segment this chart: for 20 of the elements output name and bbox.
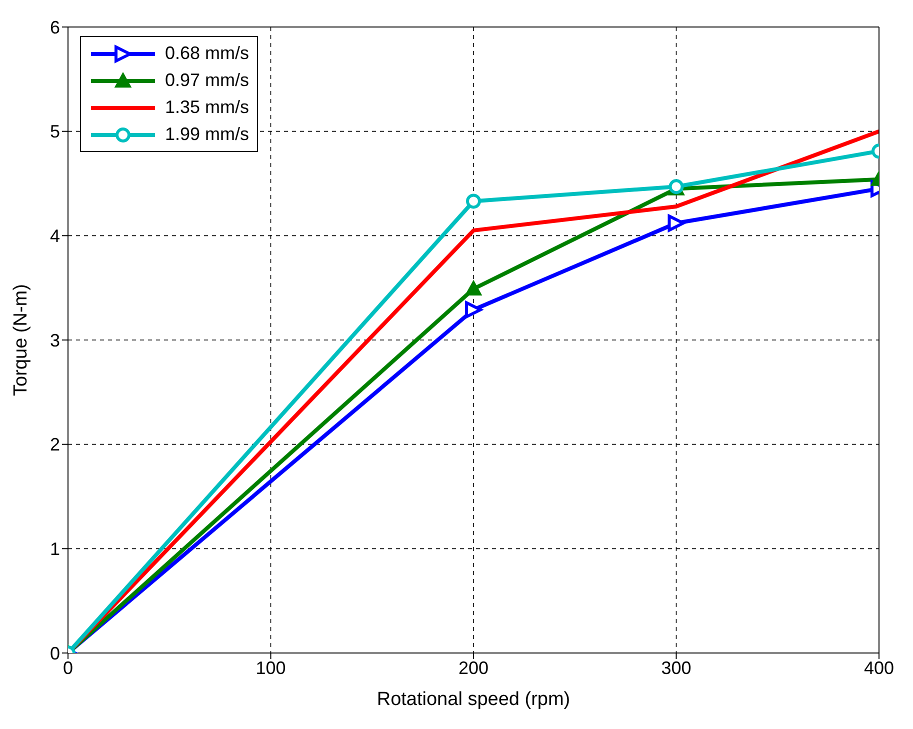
y-tick-label: 4 xyxy=(50,226,60,246)
y-tick-label: 5 xyxy=(50,122,60,142)
x-tick-label: 100 xyxy=(256,658,286,678)
legend-label: 1.35 mm/s xyxy=(165,97,250,118)
point xyxy=(465,301,482,318)
y-tick-label: 1 xyxy=(50,539,60,560)
x-tick-label: 200 xyxy=(458,658,489,678)
x-tick-label: 0 xyxy=(62,658,74,678)
legend-label: 1.99 mm/s xyxy=(165,124,250,145)
legend-label: 0.68 mm/s xyxy=(165,43,250,64)
x-tick-label: 400 xyxy=(864,658,894,678)
y-tick-label: 3 xyxy=(50,330,60,350)
y-tick-label: 2 xyxy=(50,434,60,455)
x-tick-label: 300 xyxy=(661,658,692,678)
y-tick-label: 6 xyxy=(50,17,60,38)
y-tick-label: 0 xyxy=(50,643,60,664)
y-axis-title: Torque (N-m) xyxy=(10,284,32,396)
x-axis-title: Rotational speed (rpm) xyxy=(376,689,570,710)
legend-label: 0.97 mm/s xyxy=(165,70,250,91)
point xyxy=(466,280,482,296)
